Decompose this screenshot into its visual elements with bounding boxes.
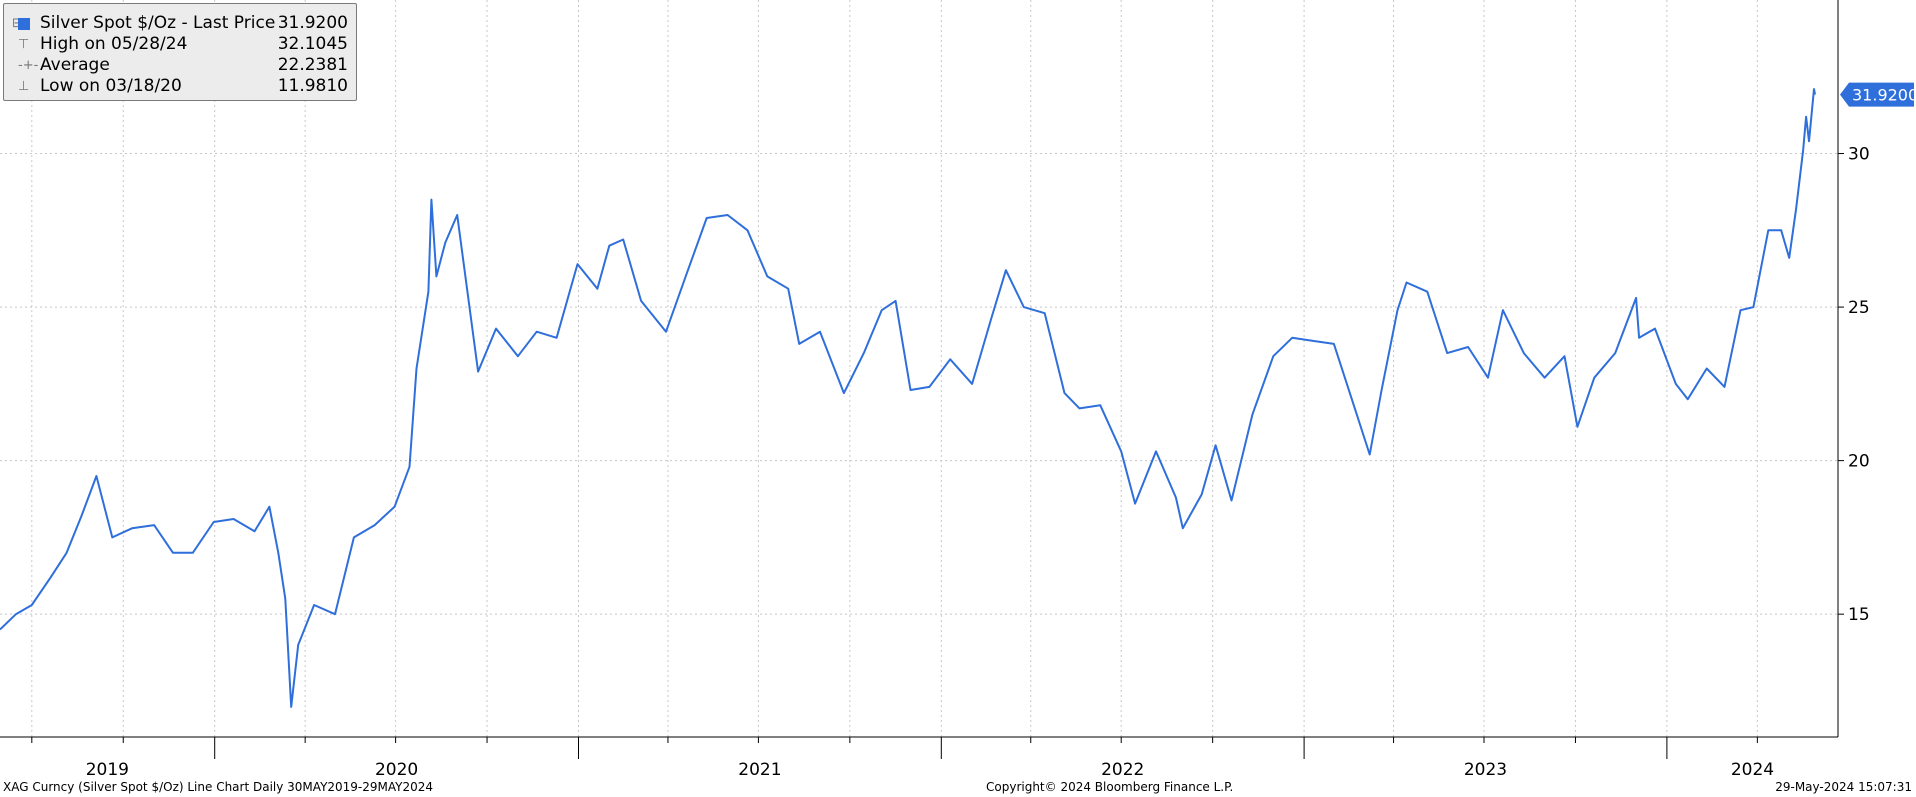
collapse-icon: ⊟ bbox=[12, 13, 38, 34]
x-tick-label-2020: 2020 bbox=[375, 760, 418, 780]
legend-series-label: Silver Spot $/Oz - Last Price bbox=[40, 13, 276, 33]
x-tick-label-2024: 2024 bbox=[1731, 760, 1774, 780]
average-marker-icon: -+- bbox=[18, 58, 39, 73]
high-marker-icon: ⊤ bbox=[18, 37, 30, 52]
y-tick-label-20: 20 bbox=[1848, 452, 1870, 472]
y-tick-label-25: 25 bbox=[1848, 298, 1870, 318]
footer-timestamp: 29-May-2024 15:07:31 bbox=[1775, 780, 1912, 794]
legend-series-value: 31.9200 bbox=[277, 13, 348, 33]
legend-low-value: 11.9810 bbox=[277, 76, 348, 96]
series-line-silver bbox=[0, 88, 1816, 708]
footer-description: XAG Curncy (Silver Spot $/Oz) Line Chart… bbox=[3, 780, 434, 794]
x-tick-label-2022: 2022 bbox=[1101, 760, 1144, 780]
legend-low-label: Low on 03/18/20 bbox=[40, 76, 182, 96]
legend-row-series: ⊟ Silver Spot $/Oz - Last Price 31.9200 bbox=[4, 13, 356, 34]
y-tick-labels: 15 20 25 30 bbox=[1838, 145, 1870, 625]
chart-legend: ⊟ Silver Spot $/Oz - Last Price 31.9200 … bbox=[3, 3, 357, 101]
legend-row-low: ⊥ Low on 03/18/20 11.9810 bbox=[4, 76, 356, 97]
gridlines bbox=[0, 0, 1838, 737]
legend-row-average: -+- Average 22.2381 bbox=[4, 55, 356, 76]
axes bbox=[0, 0, 1839, 738]
y-tick-label-15: 15 bbox=[1848, 605, 1870, 625]
x-tick-labels: 2019 2020 2021 2022 2023 2024 bbox=[86, 760, 1774, 780]
footer-copyright: Copyright© 2024 Bloomberg Finance L.P. bbox=[986, 780, 1234, 794]
last-price-badge-text: 31.9200 bbox=[1852, 86, 1916, 105]
y-tick-label-30: 30 bbox=[1848, 145, 1870, 165]
legend-high-value: 32.1045 bbox=[277, 34, 348, 54]
series-swatch bbox=[18, 18, 30, 30]
legend-high-label: High on 05/28/24 bbox=[40, 34, 188, 54]
legend-average-label: Average bbox=[40, 55, 110, 75]
legend-row-high: ⊤ High on 05/28/24 32.1045 bbox=[4, 34, 356, 55]
x-tick-marks bbox=[31, 737, 1758, 759]
low-marker-icon: ⊥ bbox=[18, 79, 30, 94]
last-price-badge: 31.9200 bbox=[1840, 82, 1916, 107]
legend-average-value: 22.2381 bbox=[277, 55, 348, 75]
x-tick-label-2023: 2023 bbox=[1464, 760, 1507, 780]
x-tick-label-2021: 2021 bbox=[738, 760, 781, 780]
last-price-badge-shape bbox=[1840, 82, 1914, 107]
x-tick-label-2019: 2019 bbox=[86, 760, 129, 780]
